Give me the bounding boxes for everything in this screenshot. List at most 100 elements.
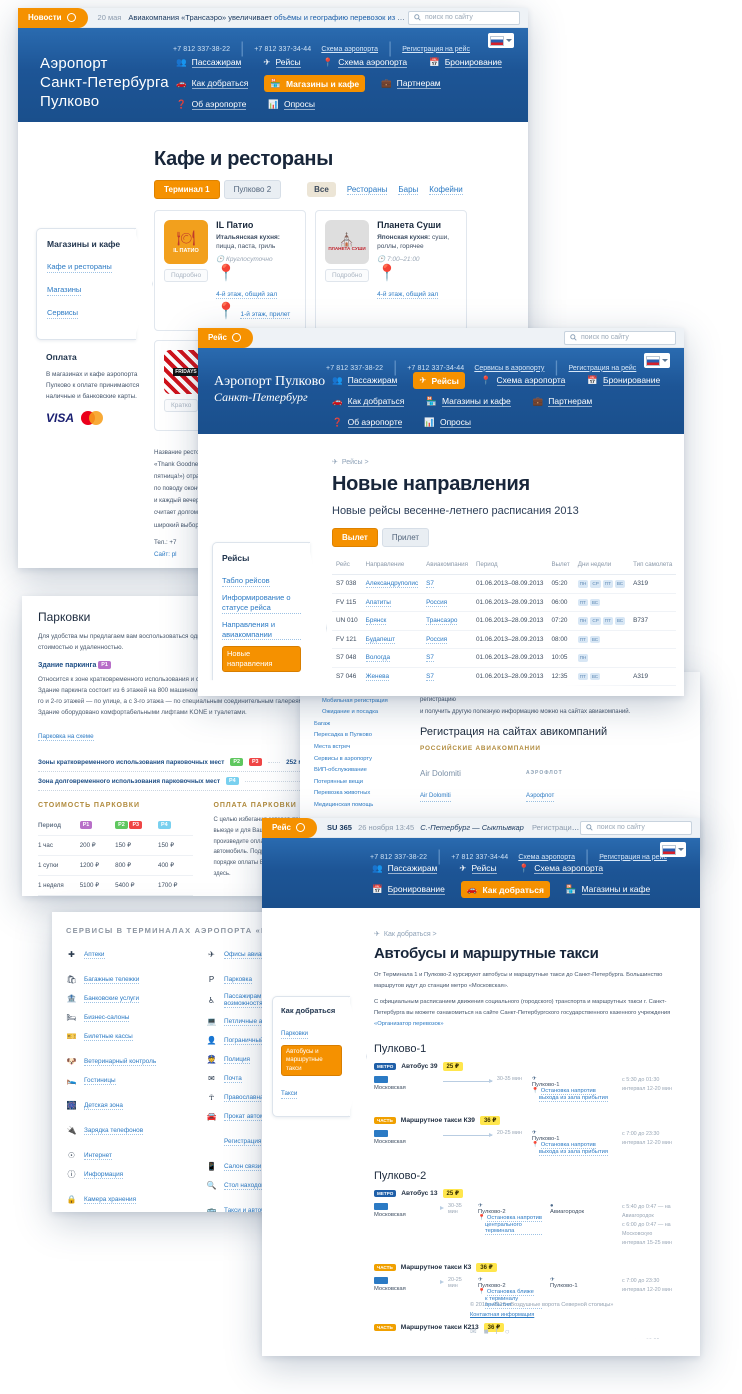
service-item[interactable]: 🚌 Такси и автобусы [206,1201,330,1212]
rss-icon[interactable]: ○ [504,1327,510,1337]
table-row[interactable]: FV 121 Будапешт Россия 01.06.2013–28.09.… [332,630,677,649]
stop-link-1[interactable]: Остановка ближе [486,1288,534,1296]
venue-location[interactable]: 📍 4-й этаж, общий зал [216,264,278,299]
stop-link-2[interactable]: центрального терминала [485,1222,542,1235]
organizer-link[interactable]: «Организатор перевозок» [374,1020,444,1027]
nav-item-about[interactable]: ❓ Об аэропорте [170,96,252,113]
link-airport-scheme[interactable]: Схема аэропорта [518,853,576,861]
service-item[interactable]: ✚ Аптеки [66,945,190,964]
sidebar-item-services[interactable]: Сервисы [47,302,126,325]
sidebar-item[interactable]: Багаж [314,720,331,727]
nav-item-passengers[interactable]: 👥 Пассажирам [326,372,403,389]
service-item[interactable]: 📱 Салон связи [206,1157,330,1176]
airline-card[interactable]: АЭРОФЛОТ Аэрофлот [526,762,610,802]
link-airport-services[interactable]: Сервисы в аэропорту [474,364,545,372]
airline-card[interactable]: Air Dolomiti Air Dolomiti [420,762,504,802]
service-item[interactable]: 💻 Петличные аппараты [206,1012,330,1031]
flight-tag[interactable]: Рейс [262,818,317,838]
sidebar-item-buses[interactable]: Автобусы и маршрутные такси [281,1045,342,1076]
nav-item-getting-here[interactable]: 🚗 Как добраться [170,75,254,92]
nav-item-flights[interactable]: ✈ Рейсы [257,54,306,71]
search-input[interactable]: поиск по сайту [408,10,520,25]
nav-item-about[interactable]: ❓ Об аэропорте [326,414,408,431]
tab-departure[interactable]: Вылет [332,528,378,547]
parking-scheme-link[interactable]: Парковка на схеме [38,733,94,742]
filter-all[interactable]: Все [307,182,336,197]
news-tag[interactable]: Рейс [198,328,253,348]
service-item[interactable]: 🛍 Багажные тележки [66,970,190,989]
sidebar-item[interactable]: ВИП-обслуживание [314,767,367,774]
cell-airline[interactable]: S7 [422,667,472,686]
sidebar-item-destinations[interactable]: Направления и авиакомпании [222,620,301,647]
table-row[interactable]: UN 010 Брянск Трансаэро 01.06.2013–28.09… [332,611,677,631]
stop-link-1[interactable]: Остановка напротив [540,1087,596,1095]
cell-airline[interactable]: S7 [422,574,472,594]
service-item[interactable]: 🔌 Зарядка телефонов [66,1121,190,1140]
sidebar-item-cafes[interactable]: Кафе и рестораны [47,256,126,279]
news-headline[interactable]: 20 мая Авиакомпания «Трансаэро» увеличива… [88,13,408,22]
tw-icon[interactable]: f [495,1327,498,1337]
venue-more-button[interactable]: Подробно [164,269,209,282]
breadcrumb-link[interactable]: Рейсы > [341,458,369,466]
venue-location[interactable]: 📍 4-й этаж, общий зал [377,264,439,299]
sidebar-item-taxi[interactable]: Такси [281,1082,342,1105]
stop-link-1[interactable]: Остановка напротив [486,1214,542,1222]
service-item[interactable]: ✉ Почта [206,1069,330,1088]
sidebar-item-new-destinations[interactable]: Новые направления [222,646,301,673]
language-switcher[interactable] [660,842,686,857]
language-switcher[interactable] [644,353,670,368]
service-item[interactable]: ☉ Интернет [66,1146,190,1165]
service-item[interactable]: 🎆 Детская зона [66,1096,190,1115]
search-input[interactable]: поиск по сайту [564,330,676,345]
service-item[interactable]: 🚘 Прокат автомобилей [206,1107,330,1126]
filter-restaurants[interactable]: Рестораны [346,184,388,195]
tab-terminal-1[interactable]: Терминал 1 [154,180,220,199]
service-item[interactable]: 🎫 Билетные кассы [66,1027,190,1046]
nav-item-shops-cafes[interactable]: 🏪 Магазины и кафе [264,75,366,92]
nav-item-scheme[interactable]: 📍 Схема аэропорта [475,372,571,389]
sidebar-item[interactable]: Медицинская помощь [314,801,374,808]
sidebar-item[interactable]: Перевозка животных [314,790,371,797]
service-item[interactable]: ✈ Офисы авиакомпаний [206,945,330,964]
search-input[interactable]: поиск по сайту [580,820,692,835]
nav-item-booking[interactable]: 📅 Бронирование [366,881,451,898]
service-item[interactable]: 👮 Полиция [206,1050,330,1069]
cell-airline[interactable]: Россия [422,630,472,649]
cell-destination[interactable]: Апатиты [361,593,423,612]
sidebar-item[interactable]: Мобильная регистрация [322,697,388,704]
service-item[interactable]: ☥ Православная часовня [206,1088,330,1107]
nav-item-shops-cafes[interactable]: 🏪 Магазины и кафе [420,393,516,410]
filter-bars[interactable]: Бары [398,184,419,195]
nav-item-passengers[interactable]: 👥 Пассажирам [170,54,247,71]
venue-more-button[interactable]: Подробно [325,269,370,282]
service-item[interactable]: 🛏 Бизнес-салоны [66,1008,190,1027]
service-item[interactable]: 🔒 Камера хранения [66,1190,190,1209]
sidebar-item-board[interactable]: Табло рейсов [222,570,301,593]
filter-coffee[interactable]: Кофейни [429,184,463,195]
nav-item-flights[interactable]: ✈ Рейсы [453,860,502,877]
cell-destination[interactable]: Александруполис [361,574,423,594]
stop-link-2[interactable]: к терминалу прибытия [485,1296,542,1309]
table-row[interactable]: S7 038 Александруполис S7 01.06.2013–08.… [332,574,677,594]
vk-icon[interactable]: ✉ [470,1327,477,1337]
stop-link-1[interactable]: Остановка напротив [540,1141,596,1149]
service-item[interactable]: 🐶 Ветеринарный контроль [66,1052,190,1071]
cell-airline[interactable]: Трансаэро [422,611,472,631]
tab-pulkovo-2[interactable]: Пулково 2 [223,180,282,199]
site-logo[interactable]: Аэропорт Санкт-Петербурга Пулково [40,54,169,112]
nav-item-scheme[interactable]: 📍 Схема аэропорта [317,54,413,71]
venue-location[interactable]: 📍 1-й этаж, прилет [216,302,291,320]
venue-card[interactable]: ⛪ ПЛАНЕТА СУШИ Подробно Планета Суши Япо… [315,210,467,331]
link-airport-scheme[interactable]: Схема аэропорта [321,45,379,53]
nav-item-partners[interactable]: 💼 Партнерам [375,75,447,92]
cell-destination[interactable]: Брянск [361,611,423,631]
venue-card[interactable]: 🍽 IL ПАТИО Подробно IL Патио Итальянская… [154,210,306,331]
breadcrumb-link[interactable]: Как добраться > [383,930,437,938]
sidebar-item-parking[interactable]: Парковки [281,1022,342,1045]
nav-item-passengers[interactable]: 👥 Пассажирам [366,860,443,877]
fb-icon[interactable]: ■ [483,1327,489,1337]
service-item[interactable]: P Парковка [206,970,330,989]
service-item[interactable]: 🍴Кафе и рестораны [66,1209,190,1212]
nav-item-shops-cafes[interactable]: 🏪 Магазины и кафе [560,881,656,898]
cell-destination[interactable]: Будапешт [361,630,423,649]
